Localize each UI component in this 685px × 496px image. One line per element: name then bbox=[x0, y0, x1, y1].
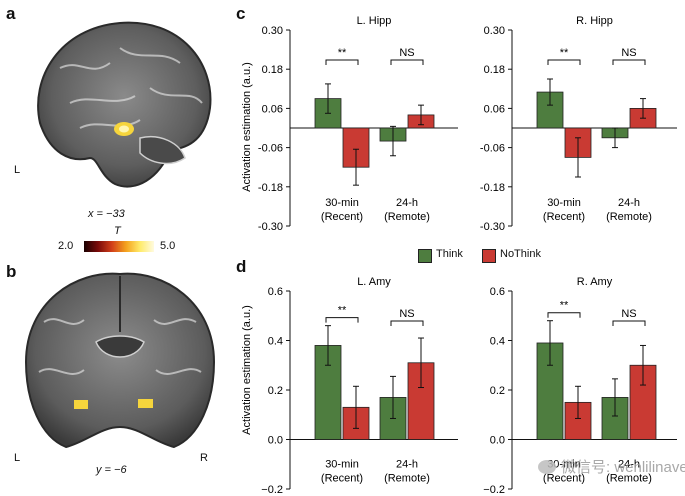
chart1-title: R. Hipp bbox=[576, 15, 613, 27]
colorbar bbox=[84, 241, 154, 252]
chart2-sig-bracket bbox=[390, 320, 424, 326]
panel-letter-b: b bbox=[6, 262, 17, 281]
chart1-y-tick-label: -0.30 bbox=[480, 221, 505, 233]
chart0-group-label: 30-min bbox=[325, 197, 359, 209]
legend-think-swatch bbox=[418, 249, 432, 263]
chart2-group-sublabel: (Recent) bbox=[321, 473, 363, 485]
chart3-sig-bracket bbox=[612, 320, 646, 326]
chart0-sig-bracket bbox=[390, 59, 424, 65]
chart3-y-tick-label: 0.6 bbox=[490, 286, 505, 298]
chart3-group-sublabel: (Remote) bbox=[606, 473, 652, 485]
watermark-text: 微信号: wenlilinavetine bbox=[561, 459, 685, 476]
chart0-group-sublabel: (Recent) bbox=[321, 211, 363, 223]
chart3-sig-bracket bbox=[547, 312, 581, 318]
legend: Think NoThink bbox=[412, 248, 572, 264]
chart1-y-tick-label: 0.06 bbox=[484, 103, 505, 115]
chart3-y-tick-label: 0.2 bbox=[490, 385, 505, 397]
chart1-sig-bracket bbox=[612, 59, 646, 65]
chart1-group-sublabel: (Remote) bbox=[606, 211, 652, 223]
chart3-y-tick-label: 0.4 bbox=[490, 336, 505, 348]
legend-think-label: Think bbox=[436, 248, 463, 260]
chart3-title: R. Amy bbox=[577, 276, 613, 288]
chart0-group-label: 24-h bbox=[396, 197, 418, 209]
colorbar-title: T bbox=[114, 225, 121, 237]
chart3-group-sublabel: (Recent) bbox=[543, 473, 585, 485]
chart0-y-tick-label: -0.06 bbox=[258, 143, 283, 155]
right-amygdala-activation bbox=[138, 399, 153, 408]
panel-b-left-label: L bbox=[14, 452, 21, 464]
chart3-group-label: 24-h bbox=[618, 459, 640, 471]
chart2-y-tick-label: 0.2 bbox=[268, 385, 283, 397]
chart2-group-sublabel: (Remote) bbox=[384, 473, 430, 485]
chart2-title: L. Amy bbox=[357, 276, 391, 288]
chart1-group-label: 24-h bbox=[618, 197, 640, 209]
chart2-y-tick-label: 0.0 bbox=[268, 435, 283, 447]
chart2-y-tick-label: 0.4 bbox=[268, 336, 283, 348]
chart1-group-sublabel: (Recent) bbox=[543, 211, 585, 223]
chart0-y-tick-label: -0.30 bbox=[258, 221, 283, 233]
panel-letter-c: c bbox=[236, 4, 246, 23]
wechat-icon bbox=[538, 460, 556, 474]
chart2-sig-label: ** bbox=[338, 305, 347, 317]
panel-letter-d: d bbox=[236, 257, 247, 276]
chart0-y-tick-label: 0.06 bbox=[262, 103, 283, 115]
chart3-sig-label: NS bbox=[621, 308, 636, 320]
chart0-y-axis-label: Activation estimation (a.u.) bbox=[241, 62, 253, 192]
chart2-group-label: 24-h bbox=[396, 459, 418, 471]
chart0-y-tick-label: -0.18 bbox=[258, 182, 283, 194]
chart1-group-label: 30-min bbox=[547, 197, 581, 209]
chart1-sig-bracket bbox=[547, 59, 581, 65]
left-amygdala-activation bbox=[74, 400, 88, 409]
chart1-sig-label: NS bbox=[621, 47, 636, 59]
chart0-y-tick-label: 0.30 bbox=[262, 25, 283, 37]
chart1-y-tick-label: -0.18 bbox=[480, 182, 505, 194]
legend-nothink-label: NoThink bbox=[500, 248, 541, 260]
chart3-y-tick-label: −0.2 bbox=[483, 484, 505, 496]
chart1-y-tick-label: 0.18 bbox=[484, 64, 505, 76]
chart2-y-tick-label: −0.2 bbox=[261, 484, 283, 496]
panel-a-coord-label: x = −33 bbox=[88, 208, 125, 220]
chart2-sig-bracket bbox=[325, 317, 359, 323]
panel-b-right-label: R bbox=[200, 452, 208, 464]
chart1-y-tick-label: 0.30 bbox=[484, 25, 505, 37]
panel-letter-a: a bbox=[6, 4, 16, 23]
chart2-group-label: 30-min bbox=[325, 459, 359, 471]
chart2-y-tick-label: 0.6 bbox=[268, 286, 283, 298]
coronal-brain-image bbox=[24, 272, 216, 449]
panel-b-coord-label: y = −6 bbox=[96, 464, 127, 476]
chart0-sig-label: ** bbox=[338, 47, 347, 59]
chart0-sig-label: NS bbox=[399, 47, 414, 59]
watermark: 微信号: wenlilinavetine bbox=[538, 456, 685, 477]
chart0-y-tick-label: 0.18 bbox=[262, 64, 283, 76]
chart0-group-sublabel: (Remote) bbox=[384, 211, 430, 223]
chart2-y-axis-label: Activation estimation (a.u.) bbox=[241, 305, 253, 435]
chart0-title: L. Hipp bbox=[357, 15, 392, 27]
chart0-sig-bracket bbox=[325, 59, 359, 65]
legend-nothink-swatch bbox=[482, 249, 496, 263]
chart3-y-tick-label: 0.0 bbox=[490, 435, 505, 447]
chart1-sig-label: ** bbox=[560, 47, 569, 59]
colorbar-min-label: 2.0 bbox=[58, 240, 74, 252]
sagittal-brain-image bbox=[37, 21, 212, 188]
chart3-sig-label: ** bbox=[560, 300, 569, 312]
chart2-sig-label: NS bbox=[399, 308, 414, 320]
panel-a-side-label: L bbox=[14, 164, 21, 176]
chart1-y-tick-label: -0.06 bbox=[480, 143, 505, 155]
colorbar-max-label: 5.0 bbox=[160, 240, 176, 252]
